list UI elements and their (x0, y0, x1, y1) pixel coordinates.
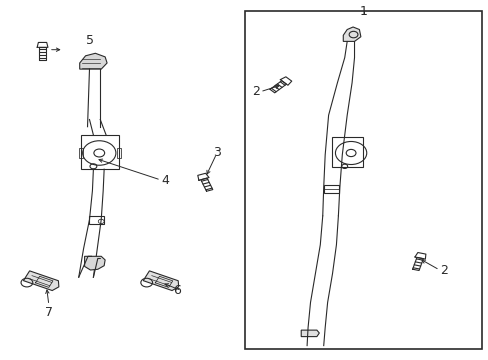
Text: 2: 2 (251, 85, 259, 98)
Bar (245, 11, 481, 349)
Bar (79, 148, 82, 158)
Text: 7: 7 (45, 306, 53, 319)
Polygon shape (80, 53, 107, 69)
Polygon shape (143, 271, 178, 291)
Polygon shape (23, 271, 59, 291)
Bar (81, 135, 119, 169)
Polygon shape (343, 27, 360, 41)
Bar (117, 148, 121, 158)
Text: 2: 2 (439, 264, 447, 276)
Text: 5: 5 (85, 34, 93, 47)
Bar (89, 216, 104, 224)
Text: 1: 1 (359, 5, 367, 18)
Bar (324, 185, 338, 193)
Bar (331, 137, 363, 167)
Text: 6: 6 (173, 284, 181, 297)
Text: 3: 3 (212, 147, 220, 159)
Polygon shape (84, 256, 105, 270)
Text: 4: 4 (161, 174, 169, 186)
Polygon shape (301, 330, 319, 337)
